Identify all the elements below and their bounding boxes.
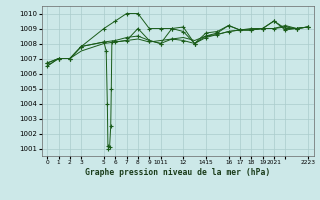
X-axis label: Graphe pression niveau de la mer (hPa): Graphe pression niveau de la mer (hPa)	[85, 168, 270, 177]
